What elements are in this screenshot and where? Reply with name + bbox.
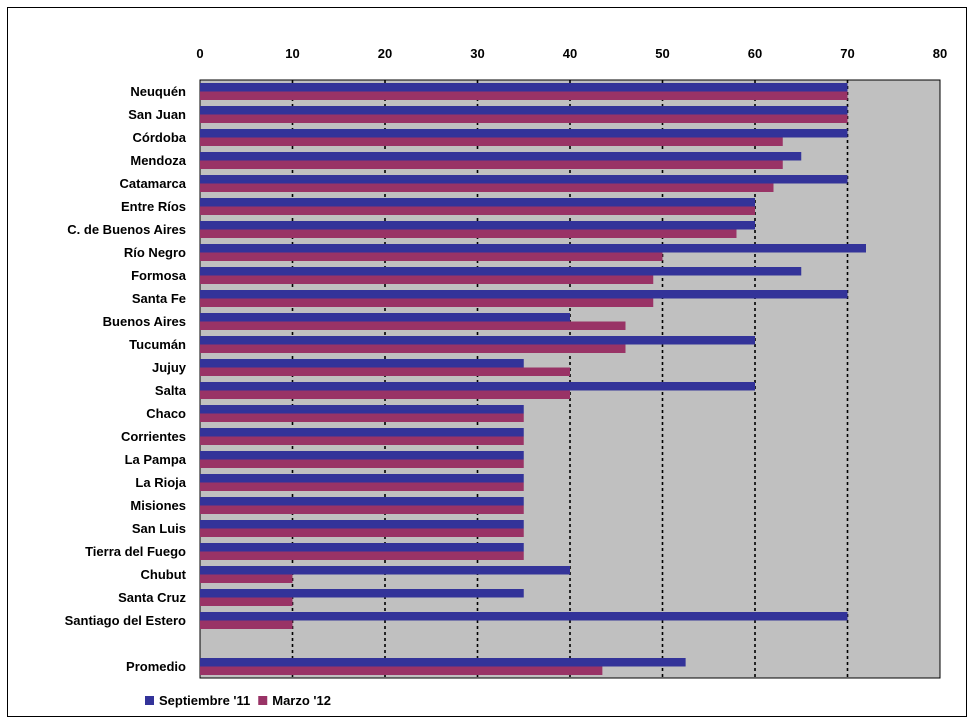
x-tick-label: 60 [748, 46, 762, 61]
bar [200, 566, 570, 575]
category-label: Catamarca [120, 176, 187, 191]
bar [200, 221, 755, 230]
x-tick-label: 0 [196, 46, 203, 61]
category-label: C. de Buenos Aires [67, 222, 186, 237]
bar [200, 597, 293, 606]
x-tick-label: 50 [655, 46, 669, 61]
category-label: Tierra del Fuego [85, 544, 186, 559]
bar [200, 175, 848, 184]
x-axis-ticks: 0 10 20 30 40 50 60 70 80 [196, 46, 947, 61]
bar [200, 344, 626, 353]
bar [200, 275, 654, 284]
category-labels: Neuquén San Juan Córdoba Mendoza Catamarca En… [65, 84, 187, 674]
category-label: Chubut [141, 567, 187, 582]
category-label: Chaco [146, 406, 186, 421]
category-label: Neuquén [130, 84, 186, 99]
legend: Septiembre '11 Marzo '12 [145, 693, 331, 708]
bar [200, 83, 848, 92]
legend-swatch [258, 696, 268, 705]
bar [200, 390, 570, 399]
category-label: Mendoza [130, 153, 186, 168]
category-label: San Luis [132, 521, 186, 536]
category-label: Río Negro [124, 245, 186, 260]
bar [200, 229, 737, 238]
bar [200, 666, 603, 675]
category-label: Misiones [130, 498, 186, 513]
category-label: Tucumán [129, 337, 186, 352]
legend-label: Marzo '12 [272, 693, 331, 708]
bar [200, 482, 524, 491]
bar [200, 658, 686, 667]
bar [200, 428, 524, 437]
bar [200, 528, 524, 537]
category-label: La Pampa [125, 452, 187, 467]
x-tick-label: 20 [378, 46, 392, 61]
bar [200, 405, 524, 414]
category-label: Santa Fe [132, 291, 186, 306]
bar [200, 267, 802, 276]
x-tick-label: 80 [933, 46, 947, 61]
bar [200, 459, 524, 468]
bar [200, 474, 524, 483]
category-label: Entre Ríos [121, 199, 186, 214]
bar [200, 382, 755, 391]
bar [200, 313, 570, 322]
bar [200, 413, 524, 422]
bar [200, 612, 848, 621]
bar [200, 137, 783, 146]
category-label: Corrientes [121, 429, 186, 444]
plot-background [199, 79, 941, 679]
category-label: Santa Cruz [118, 590, 186, 605]
bar [200, 183, 774, 192]
x-tick-label: 70 [840, 46, 854, 61]
bar [200, 114, 848, 123]
bar [200, 290, 848, 299]
category-label: Córdoba [133, 130, 187, 145]
plot-area [199, 79, 941, 679]
bar [200, 620, 293, 629]
bar [200, 336, 755, 345]
category-label: San Juan [128, 107, 186, 122]
bar [200, 152, 802, 161]
bar [200, 359, 524, 368]
x-tick-label: 30 [470, 46, 484, 61]
bar [200, 543, 524, 552]
legend-label: Septiembre '11 [159, 693, 250, 708]
x-tick-label: 40 [563, 46, 577, 61]
bar [200, 505, 524, 514]
bar [200, 497, 524, 506]
bar [200, 244, 866, 253]
bar [200, 551, 524, 560]
legend-swatch [145, 696, 154, 705]
bars [200, 83, 866, 675]
bar [200, 129, 848, 138]
category-label: Jujuy [152, 360, 187, 375]
bar [200, 574, 293, 583]
bar [200, 520, 524, 529]
bar [200, 252, 663, 261]
bar [200, 106, 848, 115]
category-label: Formosa [131, 268, 187, 283]
bar [200, 321, 626, 330]
bar [200, 160, 783, 169]
bar [200, 198, 755, 207]
x-tick-label: 10 [285, 46, 299, 61]
bar [200, 436, 524, 445]
category-label: Salta [155, 383, 187, 398]
bar [200, 91, 848, 100]
bar [200, 367, 570, 376]
category-label: La Rioja [135, 475, 186, 490]
bar [200, 298, 654, 307]
bar [200, 451, 524, 460]
category-label: Santiago del Estero [65, 613, 186, 628]
bar [200, 206, 755, 215]
category-label: Buenos Aires [103, 314, 186, 329]
bar [200, 589, 524, 598]
category-label: Promedio [126, 659, 186, 674]
